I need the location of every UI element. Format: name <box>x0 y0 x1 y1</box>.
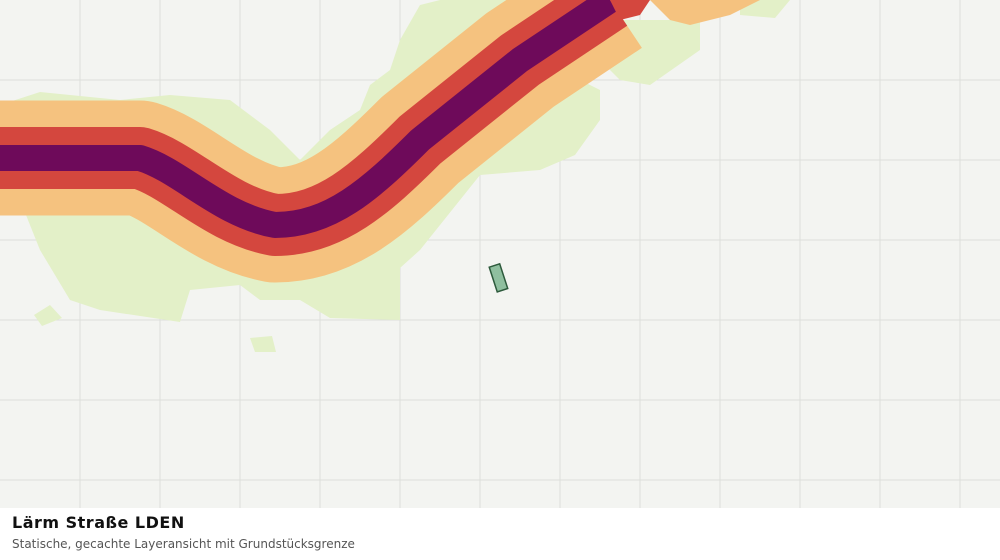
noise-zone-very-high <box>0 0 618 238</box>
noise-zone-high <box>610 0 650 20</box>
parcel-boundary <box>488 262 509 293</box>
layer-title: Lärm Straße LDEN <box>12 513 185 532</box>
noise-bands <box>0 0 642 283</box>
map-view <box>0 0 1000 508</box>
noise-zone-medium <box>650 0 760 25</box>
layer-subtitle: Statische, gecachte Layeransicht mit Gru… <box>12 537 355 551</box>
